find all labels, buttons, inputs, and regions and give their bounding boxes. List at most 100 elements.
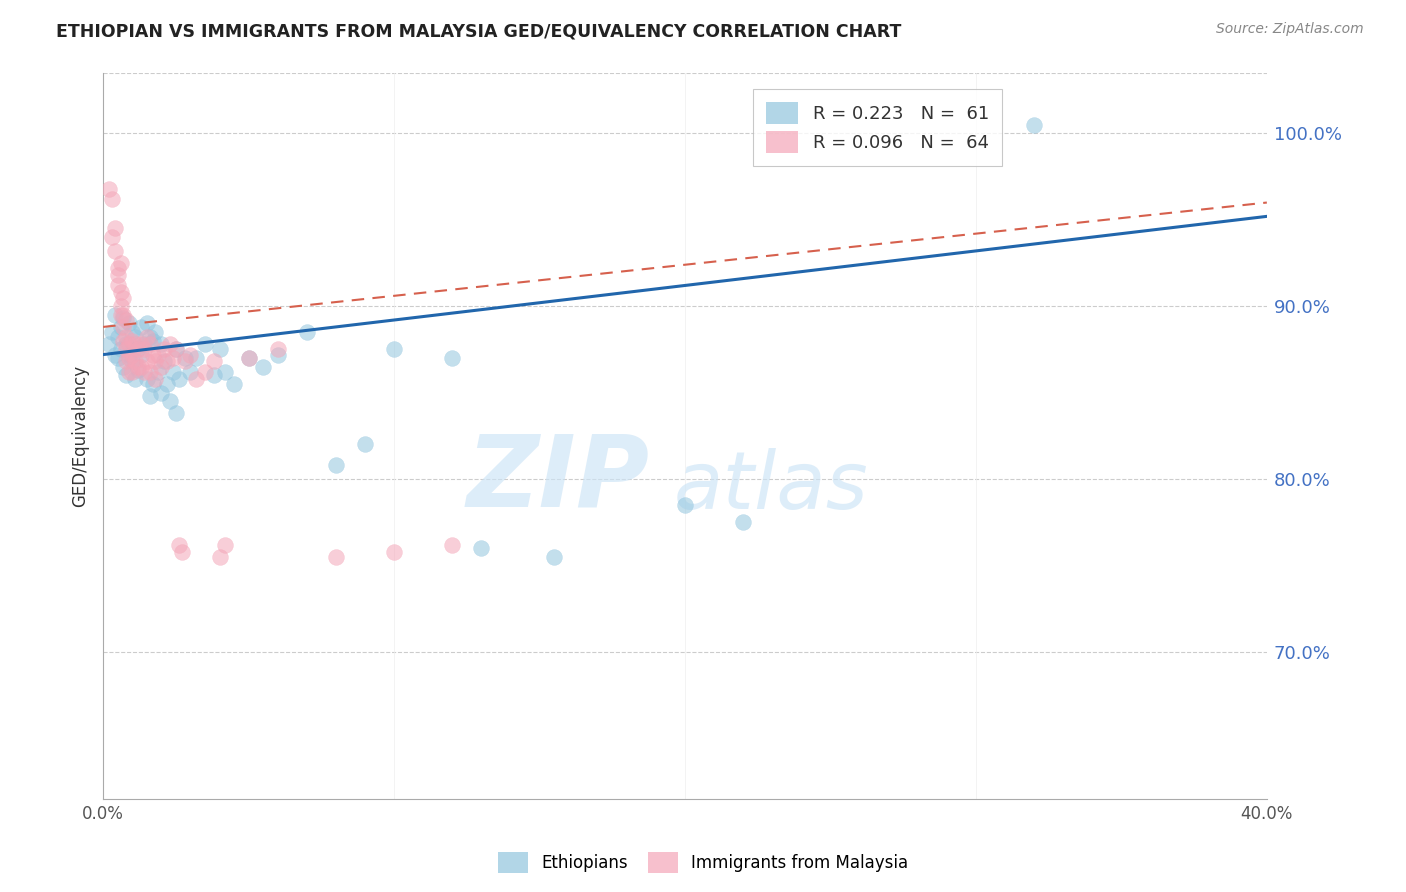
- Point: [135, 330, 157, 344]
- Point: [142, 347, 165, 361]
- Text: ZIP: ZIP: [467, 431, 650, 528]
- Point: [148, 365, 170, 379]
- Point: [165, 406, 187, 420]
- Point: [138, 389, 160, 403]
- Point: [124, 354, 146, 368]
- Text: atlas: atlas: [673, 448, 868, 525]
- Point: [214, 538, 236, 552]
- Point: [252, 359, 274, 374]
- Point: [238, 351, 260, 365]
- Point: [173, 354, 195, 368]
- Point: [138, 365, 160, 379]
- Point: [145, 354, 167, 368]
- Point: [132, 337, 155, 351]
- Point: [150, 337, 173, 351]
- Point: [115, 354, 138, 368]
- Point: [470, 541, 492, 555]
- Point: [382, 343, 405, 357]
- Point: [121, 325, 143, 339]
- Point: [186, 372, 208, 386]
- Point: [135, 354, 157, 368]
- Point: [222, 376, 245, 391]
- Point: [107, 268, 129, 282]
- Point: [194, 337, 217, 351]
- Point: [179, 365, 201, 379]
- Point: [202, 368, 225, 383]
- Point: [145, 372, 167, 386]
- Point: [107, 330, 129, 344]
- Point: [115, 343, 138, 357]
- Point: [129, 359, 152, 374]
- Point: [167, 538, 190, 552]
- Point: [121, 354, 143, 368]
- Point: [101, 230, 124, 244]
- Point: [543, 549, 565, 564]
- Point: [110, 343, 132, 357]
- Point: [104, 308, 127, 322]
- Point: [165, 343, 187, 357]
- Point: [127, 359, 149, 374]
- Point: [382, 544, 405, 558]
- Point: [142, 376, 165, 391]
- Point: [104, 244, 127, 258]
- Point: [673, 498, 696, 512]
- Point: [150, 385, 173, 400]
- Point: [238, 351, 260, 365]
- Point: [110, 285, 132, 300]
- Point: [167, 372, 190, 386]
- Point: [129, 337, 152, 351]
- Point: [127, 343, 149, 357]
- Y-axis label: GED/Equivalency: GED/Equivalency: [72, 365, 89, 507]
- Point: [115, 368, 138, 383]
- Point: [267, 343, 290, 357]
- Point: [121, 365, 143, 379]
- Point: [142, 334, 165, 348]
- Point: [441, 538, 464, 552]
- Point: [159, 337, 181, 351]
- Point: [354, 437, 377, 451]
- Point: [733, 515, 755, 529]
- Legend: Ethiopians, Immigrants from Malaysia: Ethiopians, Immigrants from Malaysia: [491, 846, 915, 880]
- Point: [118, 351, 141, 365]
- Point: [153, 343, 176, 357]
- Point: [208, 343, 231, 357]
- Point: [202, 354, 225, 368]
- Legend: R = 0.223   N =  61, R = 0.096   N =  64: R = 0.223 N = 61, R = 0.096 N = 64: [754, 89, 1002, 166]
- Point: [135, 317, 157, 331]
- Point: [124, 330, 146, 344]
- Point: [156, 354, 179, 368]
- Text: ETHIOPIAN VS IMMIGRANTS FROM MALAYSIA GED/EQUIVALENCY CORRELATION CHART: ETHIOPIAN VS IMMIGRANTS FROM MALAYSIA GE…: [56, 22, 901, 40]
- Point: [145, 325, 167, 339]
- Point: [112, 320, 135, 334]
- Point: [115, 330, 138, 344]
- Point: [179, 347, 201, 361]
- Point: [118, 365, 141, 379]
- Point: [441, 351, 464, 365]
- Point: [325, 549, 347, 564]
- Point: [138, 337, 160, 351]
- Point: [124, 337, 146, 351]
- Point: [153, 354, 176, 368]
- Point: [162, 365, 184, 379]
- Point: [97, 337, 120, 351]
- Point: [112, 308, 135, 322]
- Point: [110, 308, 132, 322]
- Point: [194, 365, 217, 379]
- Point: [118, 337, 141, 351]
- Point: [112, 291, 135, 305]
- Point: [1022, 118, 1045, 132]
- Point: [121, 334, 143, 348]
- Point: [107, 261, 129, 276]
- Point: [104, 221, 127, 235]
- Point: [112, 334, 135, 348]
- Point: [162, 351, 184, 365]
- Point: [110, 256, 132, 270]
- Point: [148, 347, 170, 361]
- Point: [267, 347, 290, 361]
- Point: [112, 359, 135, 374]
- Point: [173, 351, 195, 365]
- Point: [112, 311, 135, 326]
- Point: [110, 299, 132, 313]
- Point: [325, 458, 347, 472]
- Point: [186, 351, 208, 365]
